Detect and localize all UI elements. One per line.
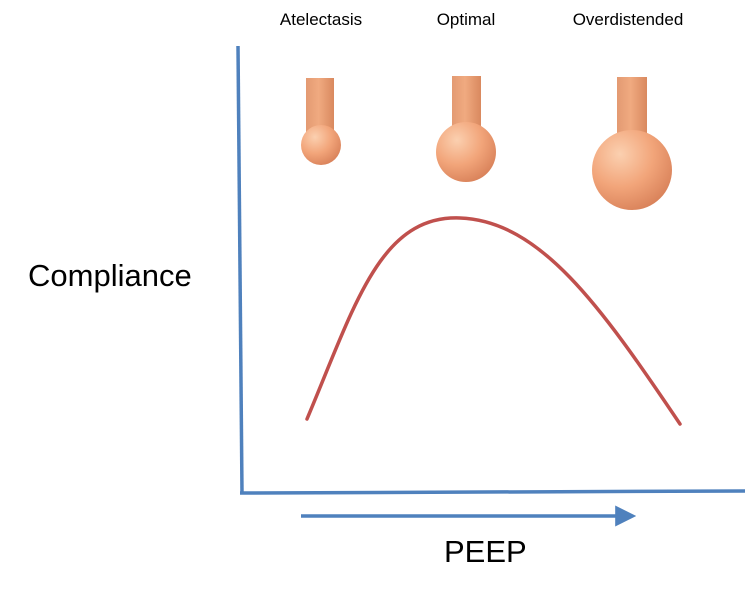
compliance-curve [305, 216, 682, 426]
y-axis-line [236, 45, 244, 494]
x-axis-line [239, 489, 746, 495]
airway-stem-overdistended [617, 77, 647, 135]
x-axis-label: PEEP [444, 534, 527, 569]
state-label-atelectasis: Atelectasis [279, 10, 363, 29]
airway-stem-atelectasis [306, 78, 334, 133]
y-axis-label: Compliance [28, 258, 192, 293]
state-label-optimal: Optimal [436, 10, 496, 29]
alveolus-ball-overdistended [592, 130, 672, 210]
alveolus-ball-optimal [436, 122, 496, 182]
alveolus-atelectasis [301, 78, 341, 165]
alveolus-ball-atelectasis [301, 125, 341, 165]
state-label-overdistended: Overdistended [572, 10, 684, 29]
alveolus-optimal [436, 76, 496, 182]
alveolus-overdistended [592, 77, 672, 210]
